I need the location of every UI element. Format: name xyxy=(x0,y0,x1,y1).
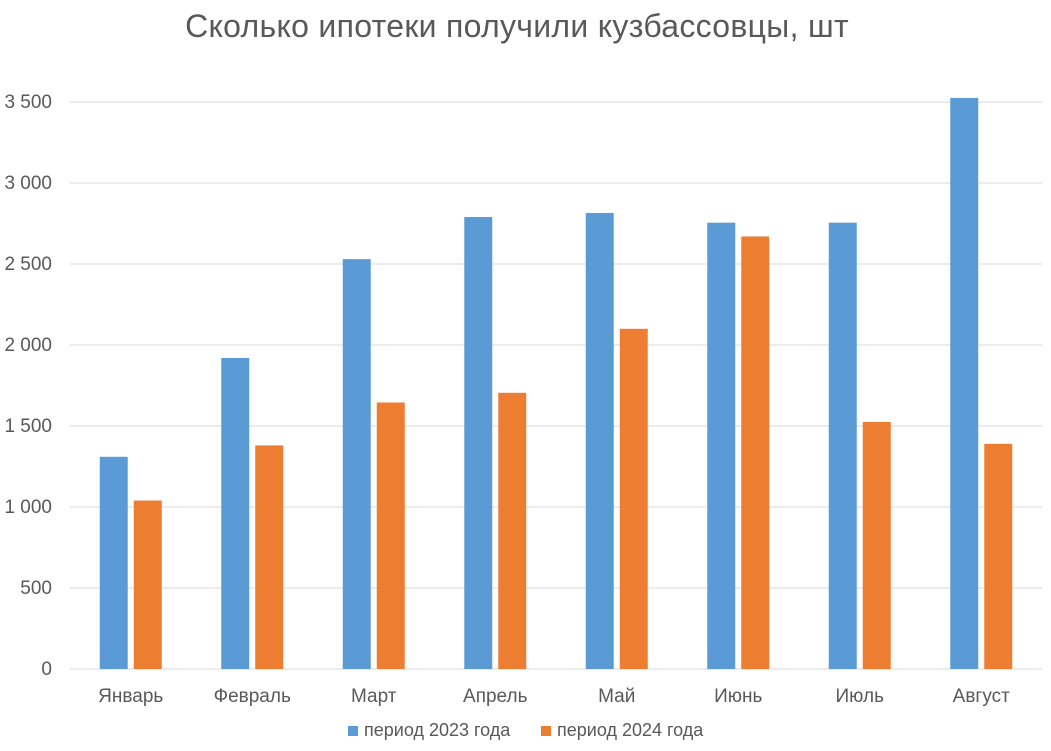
x-tick-label: Апрель xyxy=(463,686,528,707)
x-tick-label: Июль xyxy=(836,686,885,707)
bar-2023-3 xyxy=(464,217,493,669)
legend-swatch-2023 xyxy=(348,725,358,736)
legend: период 2023 года период 2024 года xyxy=(0,720,1051,744)
bar-2024-6 xyxy=(862,421,891,669)
y-tick-label: 1 000 xyxy=(4,497,52,518)
chart-title: Сколько ипотеки получили кузбассовцы, шт xyxy=(185,8,849,44)
bar-2024-7 xyxy=(984,443,1013,669)
legend-label-2024: период 2024 года xyxy=(557,720,704,740)
x-tick-label: Август xyxy=(953,686,1010,707)
legend-item-2023: период 2023 года xyxy=(348,720,510,741)
y-tick-label: 3 500 xyxy=(4,92,52,113)
x-tick-label: Февраль xyxy=(214,686,291,707)
bar-2023-1 xyxy=(221,357,250,669)
bar-2024-2 xyxy=(376,402,405,669)
bar-2024-0 xyxy=(133,500,162,669)
legend-item-2024: период 2024 года xyxy=(541,720,703,741)
legend-label-2023: период 2023 года xyxy=(364,720,511,740)
bar-2023-7 xyxy=(950,97,979,669)
bar-2023-2 xyxy=(342,259,371,669)
bar-2024-5 xyxy=(741,236,770,669)
y-tick-label: 500 xyxy=(20,578,52,599)
bar-2023-0 xyxy=(99,456,128,669)
bar-2024-4 xyxy=(619,328,648,669)
bar-2024-3 xyxy=(498,392,527,669)
y-tick-label: 2 500 xyxy=(4,254,52,275)
x-tick-label: Июнь xyxy=(714,686,762,707)
bar-2024-1 xyxy=(255,445,284,669)
legend-swatch-2024 xyxy=(541,725,551,736)
x-tick-label: Май xyxy=(598,686,635,707)
y-tick-label: 3 000 xyxy=(4,173,52,194)
x-tick-label: Март xyxy=(351,686,397,707)
bar-2023-4 xyxy=(585,212,614,669)
bar-2023-6 xyxy=(828,222,857,669)
y-tick-label: 1 500 xyxy=(4,416,52,437)
x-tick-label: Январь xyxy=(98,686,163,707)
y-tick-label: 2 000 xyxy=(4,335,52,356)
bar-2023-5 xyxy=(707,222,736,669)
y-tick-label: 0 xyxy=(41,659,52,680)
